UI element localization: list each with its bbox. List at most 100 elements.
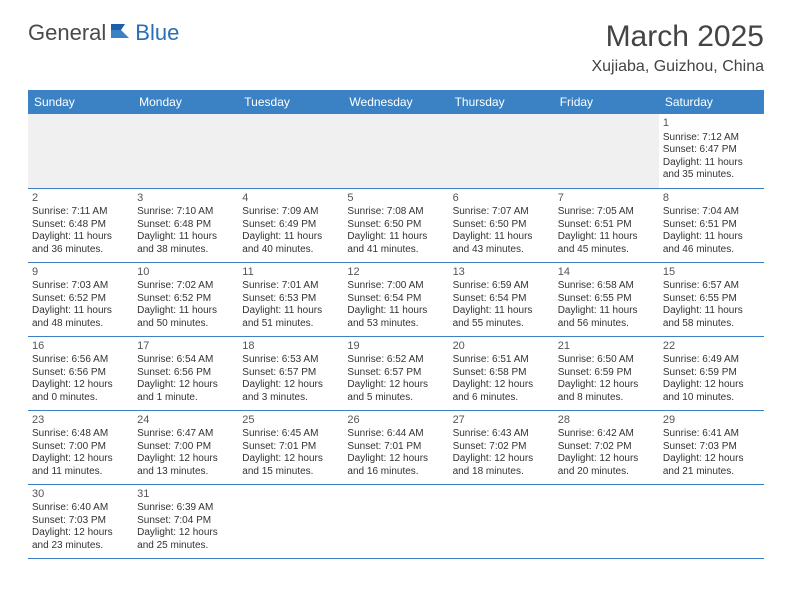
- daylight-line-2: and 18 minutes.: [453, 466, 550, 479]
- daylight-line-1: Daylight: 12 hours: [663, 379, 760, 392]
- day-number: 6: [453, 192, 550, 206]
- sunset-line: Sunset: 6:54 PM: [347, 293, 444, 306]
- daylight-line-2: and 36 minutes.: [32, 244, 129, 257]
- day-number: 19: [347, 340, 444, 354]
- daylight-line-1: Daylight: 12 hours: [137, 379, 234, 392]
- daylight-line-2: and 0 minutes.: [32, 392, 129, 405]
- day-number: 7: [558, 192, 655, 206]
- day-number: 21: [558, 340, 655, 354]
- daylight-line-2: and 46 minutes.: [663, 244, 760, 257]
- calendar-cell: 24Sunrise: 6:47 AMSunset: 7:00 PMDayligh…: [133, 410, 238, 484]
- daylight-line-1: Daylight: 12 hours: [32, 527, 129, 540]
- daylight-line-2: and 15 minutes.: [242, 466, 339, 479]
- daylight-line-1: Daylight: 12 hours: [663, 453, 760, 466]
- daylight-line-2: and 56 minutes.: [558, 318, 655, 331]
- calendar-cell: [238, 484, 343, 558]
- calendar-cell: 7Sunrise: 7:05 AMSunset: 6:51 PMDaylight…: [554, 188, 659, 262]
- calendar-cell: 10Sunrise: 7:02 AMSunset: 6:52 PMDayligh…: [133, 262, 238, 336]
- sunset-line: Sunset: 7:00 PM: [32, 441, 129, 454]
- daylight-line-2: and 35 minutes.: [663, 169, 760, 182]
- sunrise-line: Sunrise: 7:09 AM: [242, 206, 339, 219]
- sunset-line: Sunset: 6:55 PM: [663, 293, 760, 306]
- daylight-line-1: Daylight: 11 hours: [137, 231, 234, 244]
- calendar-cell: 9Sunrise: 7:03 AMSunset: 6:52 PMDaylight…: [28, 262, 133, 336]
- sunrise-line: Sunrise: 7:04 AM: [663, 206, 760, 219]
- sunrise-line: Sunrise: 6:49 AM: [663, 354, 760, 367]
- sunrise-line: Sunrise: 7:12 AM: [663, 132, 760, 145]
- calendar-cell: 21Sunrise: 6:50 AMSunset: 6:59 PMDayligh…: [554, 336, 659, 410]
- weekday-header: Tuesday: [238, 90, 343, 114]
- daylight-line-1: Daylight: 12 hours: [558, 379, 655, 392]
- sunrise-line: Sunrise: 6:44 AM: [347, 428, 444, 441]
- day-number: 26: [347, 414, 444, 428]
- sunrise-line: Sunrise: 7:07 AM: [453, 206, 550, 219]
- sunset-line: Sunset: 7:01 PM: [347, 441, 444, 454]
- day-number: 16: [32, 340, 129, 354]
- daylight-line-1: Daylight: 11 hours: [347, 231, 444, 244]
- daylight-line-1: Daylight: 12 hours: [347, 379, 444, 392]
- sunrise-line: Sunrise: 7:08 AM: [347, 206, 444, 219]
- sunrise-line: Sunrise: 6:52 AM: [347, 354, 444, 367]
- sunset-line: Sunset: 7:02 PM: [558, 441, 655, 454]
- day-number: 24: [137, 414, 234, 428]
- location: Xujiaba, Guizhou, China: [591, 58, 764, 76]
- calendar-cell: 2Sunrise: 7:11 AMSunset: 6:48 PMDaylight…: [28, 188, 133, 262]
- calendar-cell: 4Sunrise: 7:09 AMSunset: 6:49 PMDaylight…: [238, 188, 343, 262]
- daylight-line-2: and 58 minutes.: [663, 318, 760, 331]
- sunrise-line: Sunrise: 7:03 AM: [32, 280, 129, 293]
- logo-flag-icon: [111, 22, 133, 45]
- daylight-line-2: and 43 minutes.: [453, 244, 550, 257]
- sunrise-line: Sunrise: 6:58 AM: [558, 280, 655, 293]
- day-number: 31: [137, 488, 234, 502]
- weekday-header: Sunday: [28, 90, 133, 114]
- daylight-line-2: and 5 minutes.: [347, 392, 444, 405]
- daylight-line-2: and 25 minutes.: [137, 540, 234, 553]
- daylight-line-2: and 23 minutes.: [32, 540, 129, 553]
- calendar-row: 16Sunrise: 6:56 AMSunset: 6:56 PMDayligh…: [28, 336, 764, 410]
- title-block: March 2025 Xujiaba, Guizhou, China: [591, 20, 764, 76]
- daylight-line-1: Daylight: 11 hours: [347, 305, 444, 318]
- sunset-line: Sunset: 7:00 PM: [137, 441, 234, 454]
- sunset-line: Sunset: 6:47 PM: [663, 144, 760, 157]
- calendar-cell: 27Sunrise: 6:43 AMSunset: 7:02 PMDayligh…: [449, 410, 554, 484]
- calendar-body: 1Sunrise: 7:12 AMSunset: 6:47 PMDaylight…: [28, 114, 764, 558]
- sunrise-line: Sunrise: 6:50 AM: [558, 354, 655, 367]
- sunrise-line: Sunrise: 6:51 AM: [453, 354, 550, 367]
- weekday-header: Saturday: [659, 90, 764, 114]
- sunset-line: Sunset: 6:50 PM: [453, 219, 550, 232]
- calendar-cell: 14Sunrise: 6:58 AMSunset: 6:55 PMDayligh…: [554, 262, 659, 336]
- calendar-cell: 20Sunrise: 6:51 AMSunset: 6:58 PMDayligh…: [449, 336, 554, 410]
- daylight-line-1: Daylight: 11 hours: [242, 231, 339, 244]
- calendar-cell: [659, 484, 764, 558]
- daylight-line-1: Daylight: 11 hours: [558, 305, 655, 318]
- calendar-row: 30Sunrise: 6:40 AMSunset: 7:03 PMDayligh…: [28, 484, 764, 558]
- daylight-line-2: and 13 minutes.: [137, 466, 234, 479]
- sunrise-line: Sunrise: 6:59 AM: [453, 280, 550, 293]
- daylight-line-2: and 40 minutes.: [242, 244, 339, 257]
- weekday-header: Wednesday: [343, 90, 448, 114]
- day-number: 12: [347, 266, 444, 280]
- page-title: March 2025: [591, 20, 764, 54]
- daylight-line-1: Daylight: 11 hours: [663, 231, 760, 244]
- sunrise-line: Sunrise: 6:56 AM: [32, 354, 129, 367]
- daylight-line-1: Daylight: 12 hours: [32, 453, 129, 466]
- daylight-line-1: Daylight: 11 hours: [242, 305, 339, 318]
- sunrise-line: Sunrise: 6:42 AM: [558, 428, 655, 441]
- daylight-line-1: Daylight: 11 hours: [663, 157, 760, 170]
- sunrise-line: Sunrise: 6:48 AM: [32, 428, 129, 441]
- day-number: 5: [347, 192, 444, 206]
- sunset-line: Sunset: 6:54 PM: [453, 293, 550, 306]
- calendar-cell: 23Sunrise: 6:48 AMSunset: 7:00 PMDayligh…: [28, 410, 133, 484]
- calendar-cell: 29Sunrise: 6:41 AMSunset: 7:03 PMDayligh…: [659, 410, 764, 484]
- sunset-line: Sunset: 6:59 PM: [663, 367, 760, 380]
- calendar-cell: 22Sunrise: 6:49 AMSunset: 6:59 PMDayligh…: [659, 336, 764, 410]
- calendar-cell: 25Sunrise: 6:45 AMSunset: 7:01 PMDayligh…: [238, 410, 343, 484]
- sunrise-line: Sunrise: 7:05 AM: [558, 206, 655, 219]
- daylight-line-2: and 8 minutes.: [558, 392, 655, 405]
- logo-text-blue: Blue: [135, 20, 179, 46]
- sunrise-line: Sunrise: 6:43 AM: [453, 428, 550, 441]
- sunrise-line: Sunrise: 7:11 AM: [32, 206, 129, 219]
- day-number: 2: [32, 192, 129, 206]
- daylight-line-2: and 20 minutes.: [558, 466, 655, 479]
- daylight-line-2: and 45 minutes.: [558, 244, 655, 257]
